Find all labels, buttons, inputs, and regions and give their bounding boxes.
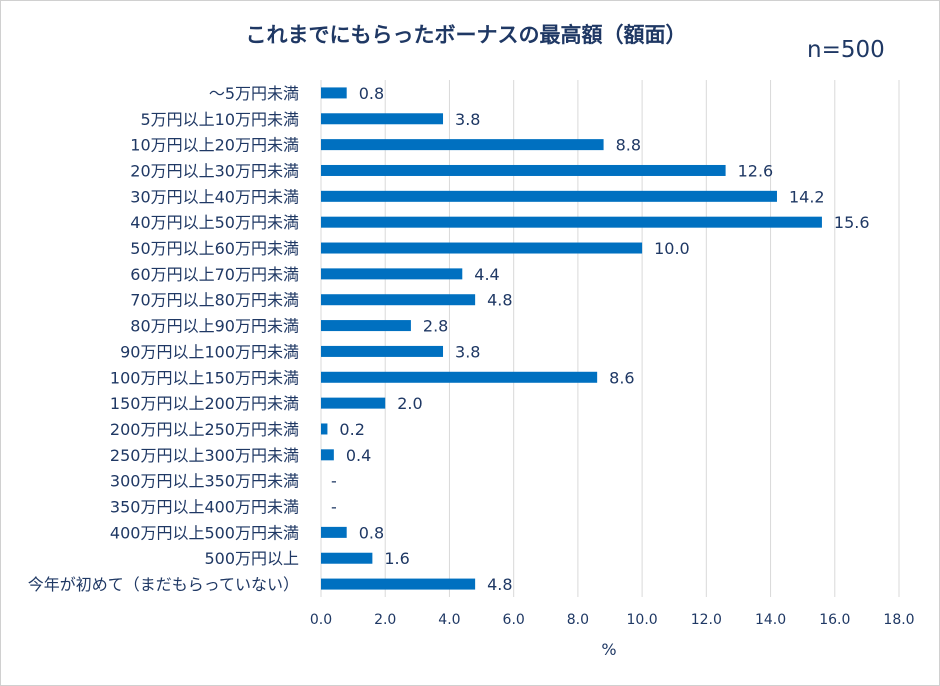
value-label: 15.6: [834, 213, 870, 232]
category-label: 50万円以上60万円未満: [130, 239, 299, 258]
bar: [321, 113, 444, 125]
value-label: 4.4: [474, 265, 499, 284]
x-tick-label: 8.0: [567, 612, 589, 628]
category-label: 60万円以上70万円未満: [130, 265, 299, 284]
bars: [321, 87, 822, 590]
value-label: 0.8: [359, 523, 384, 542]
value-label: 2.8: [423, 317, 448, 336]
value-label: 3.8: [455, 110, 480, 129]
bar: [321, 526, 347, 538]
bar: [321, 423, 328, 435]
category-label: 150万円以上200万円未満: [110, 394, 299, 413]
x-tick-labels: 0.0 2.0 4.0 6.0 8.0 10.0 12.0 14.0 16.0 18.0: [310, 612, 915, 628]
category-label: 5万円以上10万円未満: [140, 110, 299, 129]
bar: [321, 320, 411, 332]
x-tick-label: 6.0: [503, 612, 525, 628]
category-label: 400万円以上500万円未満: [110, 523, 299, 542]
bar: [321, 371, 598, 383]
value-label: 4.8: [487, 575, 512, 594]
bar: [321, 294, 476, 306]
x-tick-label: 10.0: [627, 612, 658, 628]
category-labels: ～5万円未満 5万円以上10万円未満 10万円以上20万円未満 20万円以上30万円未…: [28, 84, 299, 594]
value-label: -: [331, 498, 337, 517]
category-label: 80万円以上90万円未満: [130, 317, 299, 336]
bar: [321, 164, 726, 176]
bar: [321, 268, 463, 280]
x-axis-label: %: [601, 640, 616, 659]
sample-size-note: n=500: [807, 37, 885, 63]
category-label: 350万円以上400万円未満: [110, 498, 299, 517]
value-label: 0.8: [359, 84, 384, 103]
category-label: 200万円以上250万円未満: [110, 420, 299, 439]
category-label: 10万円以上20万円未満: [130, 136, 299, 155]
chart-title: これまでにもらったボーナスの最高額（額面）: [245, 23, 687, 47]
gridlines: [320, 80, 900, 597]
value-label: 14.2: [789, 187, 825, 206]
bar: [321, 87, 347, 99]
x-tick-label: 12.0: [691, 612, 722, 628]
category-label: 500万円以上: [204, 549, 299, 568]
value-label: 8.6: [609, 368, 634, 387]
value-label: 0.2: [339, 420, 364, 439]
value-label: 2.0: [397, 394, 422, 413]
x-tick-label: 2.0: [374, 612, 396, 628]
bar: [321, 242, 643, 254]
bar: [321, 139, 604, 151]
x-tick-label: 18.0: [883, 612, 914, 628]
category-label: 250万円以上300万円未満: [110, 446, 299, 465]
bar: [321, 216, 822, 228]
category-label: 90万円以上100万円未満: [120, 342, 299, 361]
category-label: 30万円以上40万円未満: [130, 187, 299, 206]
bar: [321, 578, 476, 590]
bar: [321, 552, 373, 564]
value-label: 10.0: [654, 239, 690, 258]
value-label: 3.8: [455, 342, 480, 361]
x-tick-label: 16.0: [819, 612, 850, 628]
x-tick-label: 4.0: [438, 612, 460, 628]
x-tick-label: 14.0: [755, 612, 786, 628]
category-label: 今年が初めて（まだもらっていない）: [28, 575, 299, 594]
x-tick-label: 0.0: [310, 612, 332, 628]
value-label: 4.8: [487, 291, 512, 310]
bar: [321, 345, 444, 357]
category-label: 100万円以上150万円未満: [110, 368, 299, 387]
value-label: 0.4: [346, 446, 371, 465]
bar: [321, 397, 386, 409]
bar: [321, 190, 777, 202]
category-label: 300万円以上350万円未満: [110, 472, 299, 491]
category-label: 40万円以上50万円未満: [130, 213, 299, 232]
value-label: -: [331, 472, 337, 491]
category-label: 20万円以上30万円未満: [130, 161, 299, 180]
value-labels: 0.8 3.8 8.8 12.6 14.2 15.6 10.0 4.4 4.8 2.8 3.8 8.6…: [331, 84, 870, 594]
category-label: 70万円以上80万円未満: [130, 291, 299, 310]
bar: [321, 449, 334, 461]
value-label: 1.6: [384, 549, 409, 568]
category-label: ～5万円未満: [209, 84, 299, 103]
value-label: 12.6: [738, 161, 774, 180]
value-label: 8.8: [616, 136, 641, 155]
